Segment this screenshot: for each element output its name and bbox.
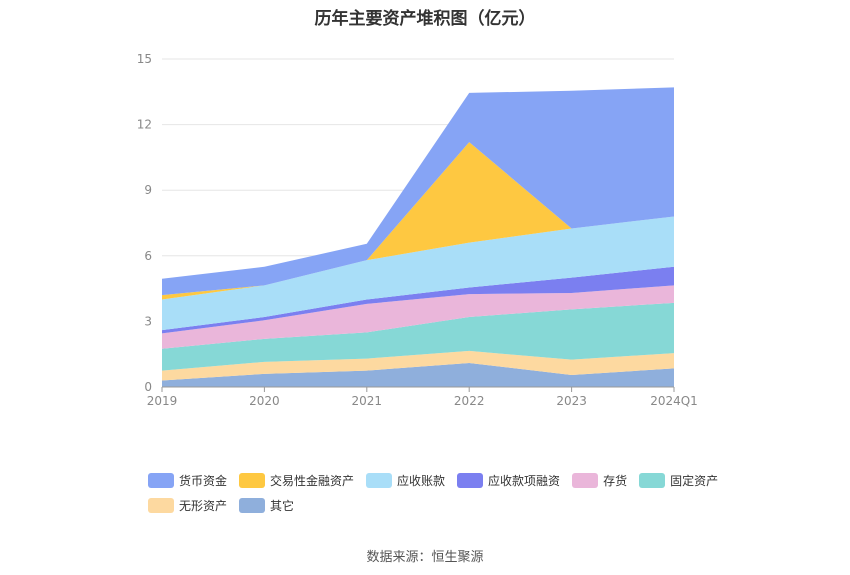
x-tick-label: 2024Q1 — [650, 394, 698, 408]
x-tick-label: 2020 — [249, 394, 280, 408]
area-固定资产[interactable] — [162, 302, 674, 371]
legend-item[interactable]: 其它 — [239, 497, 294, 514]
legend-swatch — [239, 473, 266, 488]
y-tick-label: 0 — [144, 380, 152, 394]
area-series — [162, 87, 674, 387]
legend-swatch — [457, 473, 484, 488]
legend-label: 存货 — [603, 474, 628, 488]
legend-item[interactable]: 交易性金融资产 — [239, 472, 354, 489]
legend-label: 应收账款 — [397, 474, 446, 488]
y-tick-label: 9 — [144, 183, 152, 197]
legend-row: 货币资金 交易性金融资产 应收账款 应收款项融资 存货 固定资产 — [148, 472, 748, 489]
legend-swatch — [366, 473, 393, 488]
legend-item[interactable]: 应收款项融资 — [457, 472, 560, 489]
legend-item[interactable]: 应收账款 — [366, 472, 445, 489]
legend-item[interactable]: 货币资金 — [148, 472, 227, 489]
legend-label: 固定资产 — [670, 474, 719, 488]
legend-swatch — [572, 473, 599, 488]
y-tick-label: 12 — [137, 118, 152, 132]
legend-item[interactable]: 存货 — [572, 472, 627, 489]
chart-title: 历年主要资产堆积图（亿元） — [314, 9, 536, 29]
area-应收账款[interactable] — [162, 216, 674, 331]
legend-item[interactable]: 无形资产 — [148, 497, 227, 514]
area-其它[interactable] — [162, 362, 674, 387]
legend: 货币资金 交易性金融资产 应收账款 应收款项融资 存货 固定资产 无形资产 其它 — [148, 472, 748, 522]
axes: 2019 2020 2021 2022 2023 2024Q1 — [147, 386, 698, 408]
x-tick-label: 2019 — [147, 394, 178, 408]
legend-label: 交易性金融资产 — [270, 474, 355, 488]
y-tick-label: 6 — [144, 249, 152, 263]
legend-swatch — [148, 473, 174, 488]
y-tick-label: 3 — [144, 314, 152, 328]
legend-swatch — [639, 473, 666, 488]
x-tick-label: 2023 — [556, 394, 587, 408]
area-应收款项融资[interactable] — [162, 266, 674, 334]
y-tick-label: 15 — [137, 52, 152, 66]
legend-label: 应收款项融资 — [488, 474, 561, 488]
legend-label: 货币资金 — [179, 474, 228, 488]
legend-row: 无形资产 其它 — [148, 497, 748, 514]
x-tick-label: 2022 — [454, 394, 485, 408]
legend-swatch — [239, 498, 266, 513]
area-货币资金[interactable] — [162, 87, 674, 296]
x-tick-label: 2021 — [352, 394, 383, 408]
legend-label: 其它 — [270, 499, 295, 513]
legend-swatch — [148, 498, 174, 513]
area-存货[interactable] — [162, 285, 674, 349]
legend-item[interactable]: 固定资产 — [639, 472, 718, 489]
legend-label: 无形资产 — [179, 499, 228, 513]
area-交易性金融资产[interactable] — [162, 142, 674, 300]
source-note: 数据来源：恒生聚源 — [366, 550, 484, 565]
area-无形资产[interactable] — [162, 350, 674, 381]
